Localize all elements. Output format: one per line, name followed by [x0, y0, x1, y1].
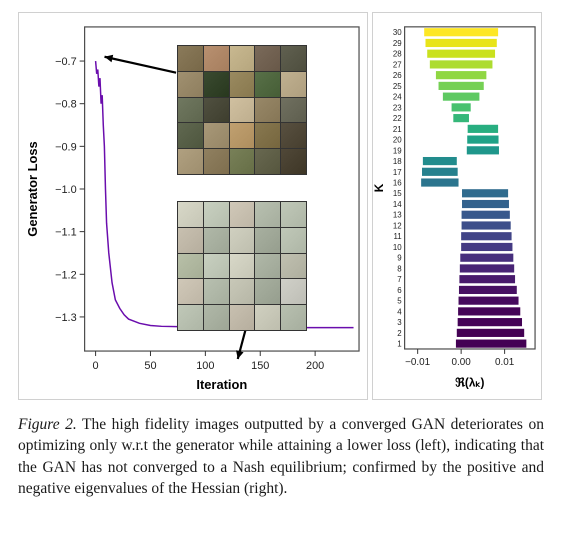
svg-text:19: 19: [393, 146, 402, 155]
deteriorated-image-grid: [177, 201, 307, 331]
svg-text:−0.01: −0.01: [405, 357, 430, 368]
svg-text:1: 1: [397, 340, 401, 349]
svg-text:9: 9: [397, 254, 402, 263]
svg-text:20: 20: [393, 136, 402, 145]
line-chart-panel: −0.7 −0.8 −0.9 −1.0 −1.1 −1.2 −1.3 0 50 100 150 200…: [18, 12, 368, 400]
svg-text:27: 27: [393, 60, 402, 69]
svg-text:28: 28: [393, 50, 402, 59]
svg-text:18: 18: [393, 157, 402, 166]
svg-text:12: 12: [393, 221, 402, 230]
caption-text: The high fidelity images outputted by a …: [18, 416, 544, 497]
barh-chart-panel: 3029282726252423222120191817161514131211…: [372, 12, 542, 400]
svg-text:8: 8: [397, 264, 402, 273]
svg-text:0: 0: [93, 360, 99, 372]
svg-text:13: 13: [393, 211, 402, 220]
eigenvalue-chart: 3029282726252423222120191817161514131211…: [373, 13, 541, 396]
svg-text:2: 2: [397, 329, 401, 338]
svg-text:Generator Loss: Generator Loss: [25, 141, 40, 236]
svg-text:−1.2: −1.2: [55, 269, 77, 281]
svg-text:4: 4: [397, 307, 402, 316]
svg-text:15: 15: [393, 189, 402, 198]
svg-text:200: 200: [306, 360, 324, 372]
svg-text:−1.3: −1.3: [55, 312, 77, 324]
svg-text:Iteration: Iteration: [196, 377, 247, 392]
figure-caption: Figure 2. The high fidelity images outpu…: [18, 414, 544, 500]
svg-text:0.01: 0.01: [495, 357, 515, 368]
svg-text:22: 22: [393, 114, 402, 123]
high-fidelity-image-grid: [177, 45, 307, 175]
svg-text:5: 5: [397, 297, 402, 306]
svg-text:29: 29: [393, 39, 402, 48]
svg-text:−1.0: −1.0: [55, 184, 77, 196]
svg-text:14: 14: [393, 200, 402, 209]
svg-text:6: 6: [397, 286, 402, 295]
svg-text:10: 10: [393, 243, 402, 252]
svg-text:K: K: [373, 183, 386, 192]
svg-text:50: 50: [144, 360, 156, 372]
svg-text:25: 25: [393, 82, 402, 91]
svg-text:24: 24: [393, 93, 402, 102]
caption-label: Figure 2.: [18, 416, 77, 433]
svg-text:0.00: 0.00: [452, 357, 472, 368]
figure-row: −0.7−0.8−0.9−1.0−1.1−1.2−1.3050100150200…: [18, 12, 544, 400]
svg-text:150: 150: [251, 360, 269, 372]
svg-text:26: 26: [393, 71, 402, 80]
svg-text:3: 3: [397, 318, 402, 327]
svg-text:11: 11: [393, 232, 401, 241]
svg-text:−0.8: −0.8: [55, 99, 77, 111]
svg-text:21: 21: [393, 125, 402, 134]
svg-text:−0.9: −0.9: [55, 141, 77, 153]
svg-text:30: 30: [393, 28, 402, 37]
svg-text:ℜ(λₖ): ℜ(λₖ): [455, 376, 484, 390]
svg-text:23: 23: [393, 103, 402, 112]
svg-text:−0.7: −0.7: [55, 56, 77, 68]
svg-text:16: 16: [393, 179, 402, 188]
svg-text:7: 7: [397, 275, 401, 284]
svg-text:17: 17: [393, 168, 402, 177]
svg-text:−1.1: −1.1: [55, 227, 77, 239]
svg-text:100: 100: [196, 360, 214, 372]
